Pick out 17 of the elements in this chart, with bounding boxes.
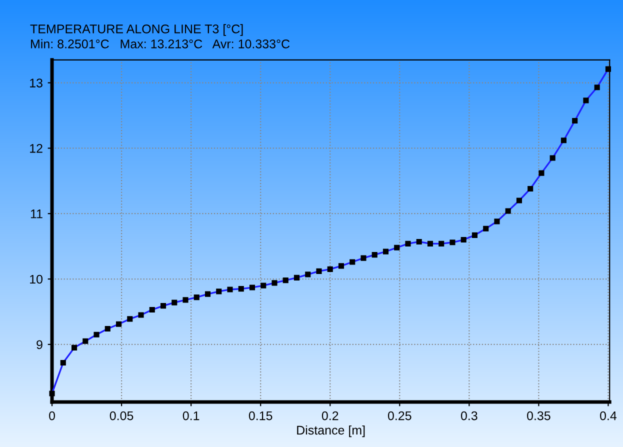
y-tick-label: 10	[30, 274, 43, 284]
chart-title: TEMPERATURE ALONG LINE T3 [°C]	[30, 24, 243, 36]
x-axis-title: Distance [m]	[297, 425, 365, 438]
x-tick-label: 0	[49, 411, 56, 420]
x-tick-label: 0.1	[182, 411, 200, 420]
x-tick-label: 0.35	[527, 411, 550, 420]
x-tick-label: 0.15	[248, 411, 272, 420]
chart-subtitle: Min: 8.2501°C Max: 13.213°C Avr: 10.333°C	[31, 39, 290, 48]
x-tick-label: 0.25	[388, 411, 412, 420]
x-tick-label: 0.05	[110, 411, 134, 420]
y-tick-label: 11	[30, 210, 42, 218]
x-tick-label: 0.4	[600, 411, 617, 420]
y-tick-label: 9	[36, 340, 42, 350]
x-tick-label: 0.3	[460, 411, 478, 420]
y-tick-label: 13	[30, 78, 42, 88]
x-tick-label: 0.2	[322, 411, 338, 420]
y-tick-label: 12	[30, 144, 42, 153]
